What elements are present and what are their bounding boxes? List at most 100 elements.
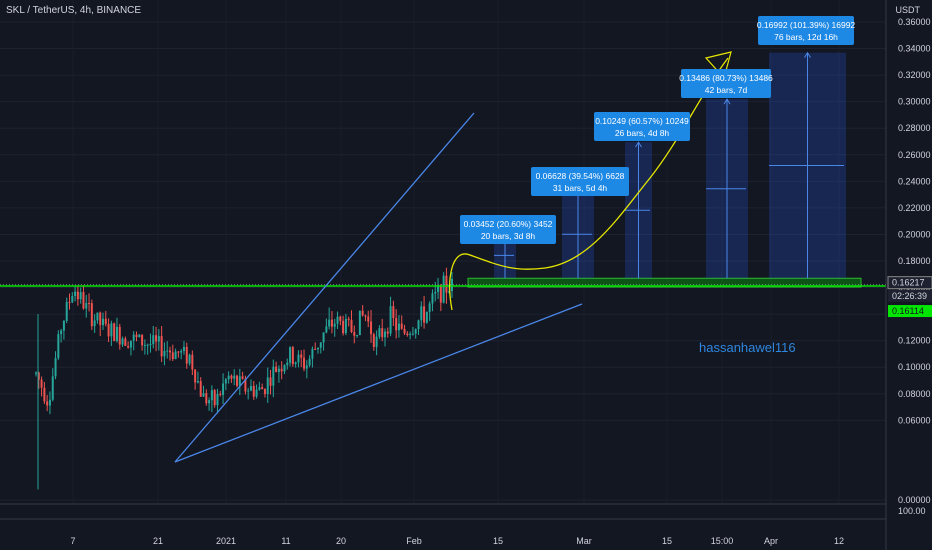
measurement-label-box[interactable] xyxy=(460,215,556,244)
candle-body xyxy=(249,386,252,391)
candle-body xyxy=(222,383,225,395)
candle-body xyxy=(169,350,172,353)
candle-body xyxy=(71,296,74,303)
price-tick-label: 0.08000 xyxy=(898,389,931,399)
candle-body xyxy=(132,334,135,341)
measure-arrowhead xyxy=(723,98,731,105)
candle-body xyxy=(397,323,400,331)
candle-body xyxy=(146,344,149,346)
candle-body xyxy=(199,381,202,397)
candle-body xyxy=(74,291,77,297)
candle-body xyxy=(124,338,127,347)
measurement-label-box[interactable] xyxy=(681,69,771,98)
candle-body xyxy=(392,306,395,318)
candle-body xyxy=(411,333,414,335)
candle-body xyxy=(294,362,297,365)
candle-body xyxy=(367,316,370,322)
candle-body xyxy=(135,334,138,338)
candle-body xyxy=(395,317,398,331)
candle-body xyxy=(236,375,239,386)
candle-body xyxy=(57,334,60,359)
candle-body xyxy=(210,390,213,401)
price-tick-label: 0.32000 xyxy=(898,70,931,80)
candle-body xyxy=(319,342,322,348)
time-axis[interactable]: 7 21 2021 11 20 Feb 15 Mar 15 15:00 Apr 12 xyxy=(70,536,844,546)
price-tick-label: 0.10000 xyxy=(898,362,931,372)
candle-body xyxy=(389,306,392,334)
measurement-label-box[interactable] xyxy=(594,112,690,141)
time-tick-label: 15 xyxy=(662,536,672,546)
candle-body xyxy=(330,319,333,327)
candle-body xyxy=(118,326,121,345)
candle-body xyxy=(99,312,102,326)
candle-body xyxy=(291,347,294,365)
candle-body xyxy=(451,278,453,291)
candle-body xyxy=(425,311,428,323)
candle-body xyxy=(311,348,314,359)
candle-body xyxy=(35,372,37,374)
candle-body xyxy=(143,344,146,346)
upper-trendline xyxy=(174,112,475,463)
price-tick-label: 0.30000 xyxy=(898,97,931,107)
price-tick-label: 0.26000 xyxy=(898,150,931,160)
candle-body xyxy=(347,318,350,320)
candle-body xyxy=(233,375,236,379)
candle-body xyxy=(155,335,158,342)
candle-body xyxy=(48,399,51,406)
candle-body xyxy=(275,366,278,372)
candle-body xyxy=(437,285,440,292)
measurement-label-line1: 0.10249 (60.57%) 10249 xyxy=(595,116,689,126)
candle-body xyxy=(277,368,280,372)
candle-body xyxy=(339,316,342,321)
projection-arrowhead xyxy=(704,51,732,80)
measurement-label-line1: 0.06628 (39.54%) 6628 xyxy=(536,171,625,181)
candle-body xyxy=(263,389,266,394)
candle-body xyxy=(356,335,359,337)
projection-zones xyxy=(467,51,862,288)
candle-body xyxy=(381,328,384,338)
price-tick-label: 0.12000 xyxy=(898,336,931,346)
watermark-text: hassanhawel116 xyxy=(699,340,796,355)
candle-body xyxy=(62,320,65,331)
candle-body xyxy=(297,354,300,363)
measurement-label-box[interactable] xyxy=(758,16,854,45)
candle-body xyxy=(96,312,99,321)
candle-body xyxy=(370,321,373,335)
candle-body xyxy=(177,351,180,353)
candle-body xyxy=(333,323,336,327)
candle-body xyxy=(205,393,208,404)
price-tick-label: 0.24000 xyxy=(898,176,931,186)
candle-body xyxy=(88,302,91,304)
measurement-label-line2: 20 bars, 3d 8h xyxy=(481,231,536,241)
candle-body xyxy=(406,333,409,336)
candle-body xyxy=(37,372,40,380)
candles xyxy=(35,267,453,490)
candle-body xyxy=(208,400,211,404)
candle-body xyxy=(325,326,328,333)
candle-body xyxy=(202,393,205,397)
time-tick-label: Apr xyxy=(764,536,778,546)
measurement-label-box[interactable] xyxy=(531,167,629,196)
candle-body xyxy=(43,387,46,402)
candle-body xyxy=(157,336,160,342)
candle-body xyxy=(60,330,63,335)
measurement-labels: 0.03452 (20.60%) 3452 20 bars, 3d 8h 0.066… xyxy=(460,16,855,244)
time-tick-label: 2021 xyxy=(216,536,236,546)
candle-body xyxy=(76,291,79,300)
candle-body xyxy=(308,358,311,366)
candle-body xyxy=(141,334,144,346)
candle-body xyxy=(149,344,152,346)
candle-body xyxy=(241,376,244,379)
candle-body xyxy=(378,328,381,337)
price-tag-label: 02:26:39 xyxy=(892,291,927,301)
candle-body xyxy=(54,358,57,377)
time-tick-label: 20 xyxy=(336,536,346,546)
candle-body xyxy=(358,310,361,336)
time-tick-label: 15 xyxy=(493,536,503,546)
candle-body xyxy=(194,369,197,383)
candle-body xyxy=(431,293,434,304)
price-tick-label: 0.20000 xyxy=(898,229,931,239)
candle-body xyxy=(252,386,255,397)
